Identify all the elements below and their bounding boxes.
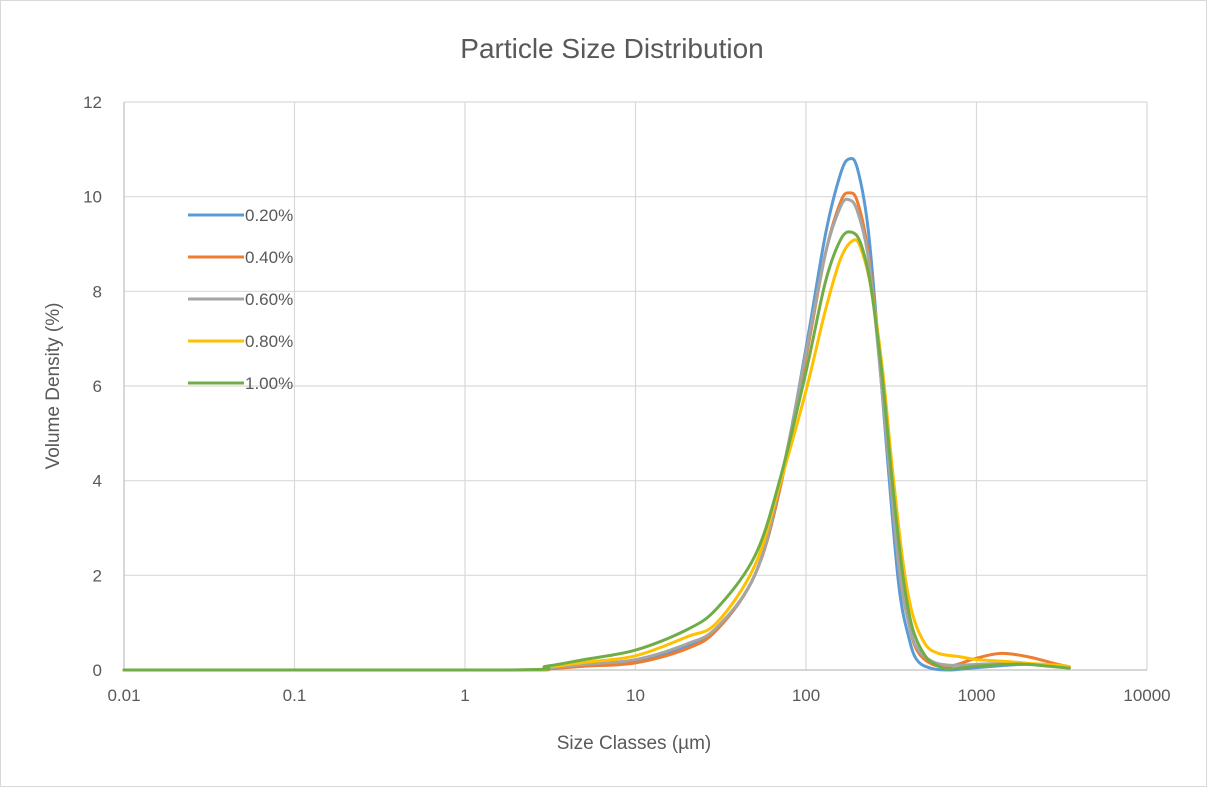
y-tick-label: 6: [93, 377, 102, 396]
legend-label: 0.80%: [245, 332, 293, 351]
legend-label: 0.40%: [245, 248, 293, 267]
x-tick-label: 1: [460, 686, 469, 705]
series-line-1.00%: [122, 230, 1071, 672]
legend-label: 1.00%: [245, 374, 293, 393]
grid-lines: [124, 101, 1148, 670]
y-tick-label: 0: [93, 661, 102, 680]
series-line-0.80%: [122, 238, 1071, 672]
y-tick-label: 8: [93, 282, 102, 301]
legend-label: 0.20%: [245, 206, 293, 225]
x-tick-label: 0.01: [107, 686, 140, 705]
legend-label: 0.60%: [245, 290, 293, 309]
y-axis-title: Volume Density (%): [43, 303, 64, 470]
x-axis-title: Size Classes (µm): [557, 733, 712, 754]
tick-labels: 0 2 4 6 8 10 12 0.01 0.1 1 10 100 1000 10000: [83, 93, 1171, 705]
x-tick-label: 10: [626, 686, 645, 705]
series-line-0.20%: [122, 156, 1071, 672]
x-tick-label: 10000: [1123, 686, 1170, 705]
series-lines: [122, 156, 1071, 672]
y-tick-label: 12: [83, 93, 102, 112]
x-tick-label: 0.1: [283, 686, 307, 705]
x-tick-label: 1000: [958, 686, 996, 705]
y-tick-label: 2: [93, 566, 102, 585]
legend: 0.20% 0.40% 0.60% 0.80% 1.00%: [188, 206, 293, 393]
chart-title: Particle Size Distribution: [460, 33, 763, 64]
y-tick-label: 10: [83, 188, 102, 207]
x-tick-label: 100: [792, 686, 820, 705]
y-tick-label: 4: [93, 472, 102, 491]
series-line-0.60%: [122, 197, 1071, 672]
